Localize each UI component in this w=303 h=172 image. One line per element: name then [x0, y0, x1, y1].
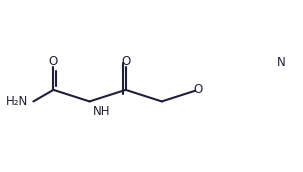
Text: H₂N: H₂N [6, 95, 28, 108]
Text: O: O [121, 55, 130, 68]
Text: O: O [193, 83, 202, 96]
Text: NH: NH [93, 105, 110, 118]
Text: O: O [49, 55, 58, 68]
Text: N: N [277, 56, 286, 69]
